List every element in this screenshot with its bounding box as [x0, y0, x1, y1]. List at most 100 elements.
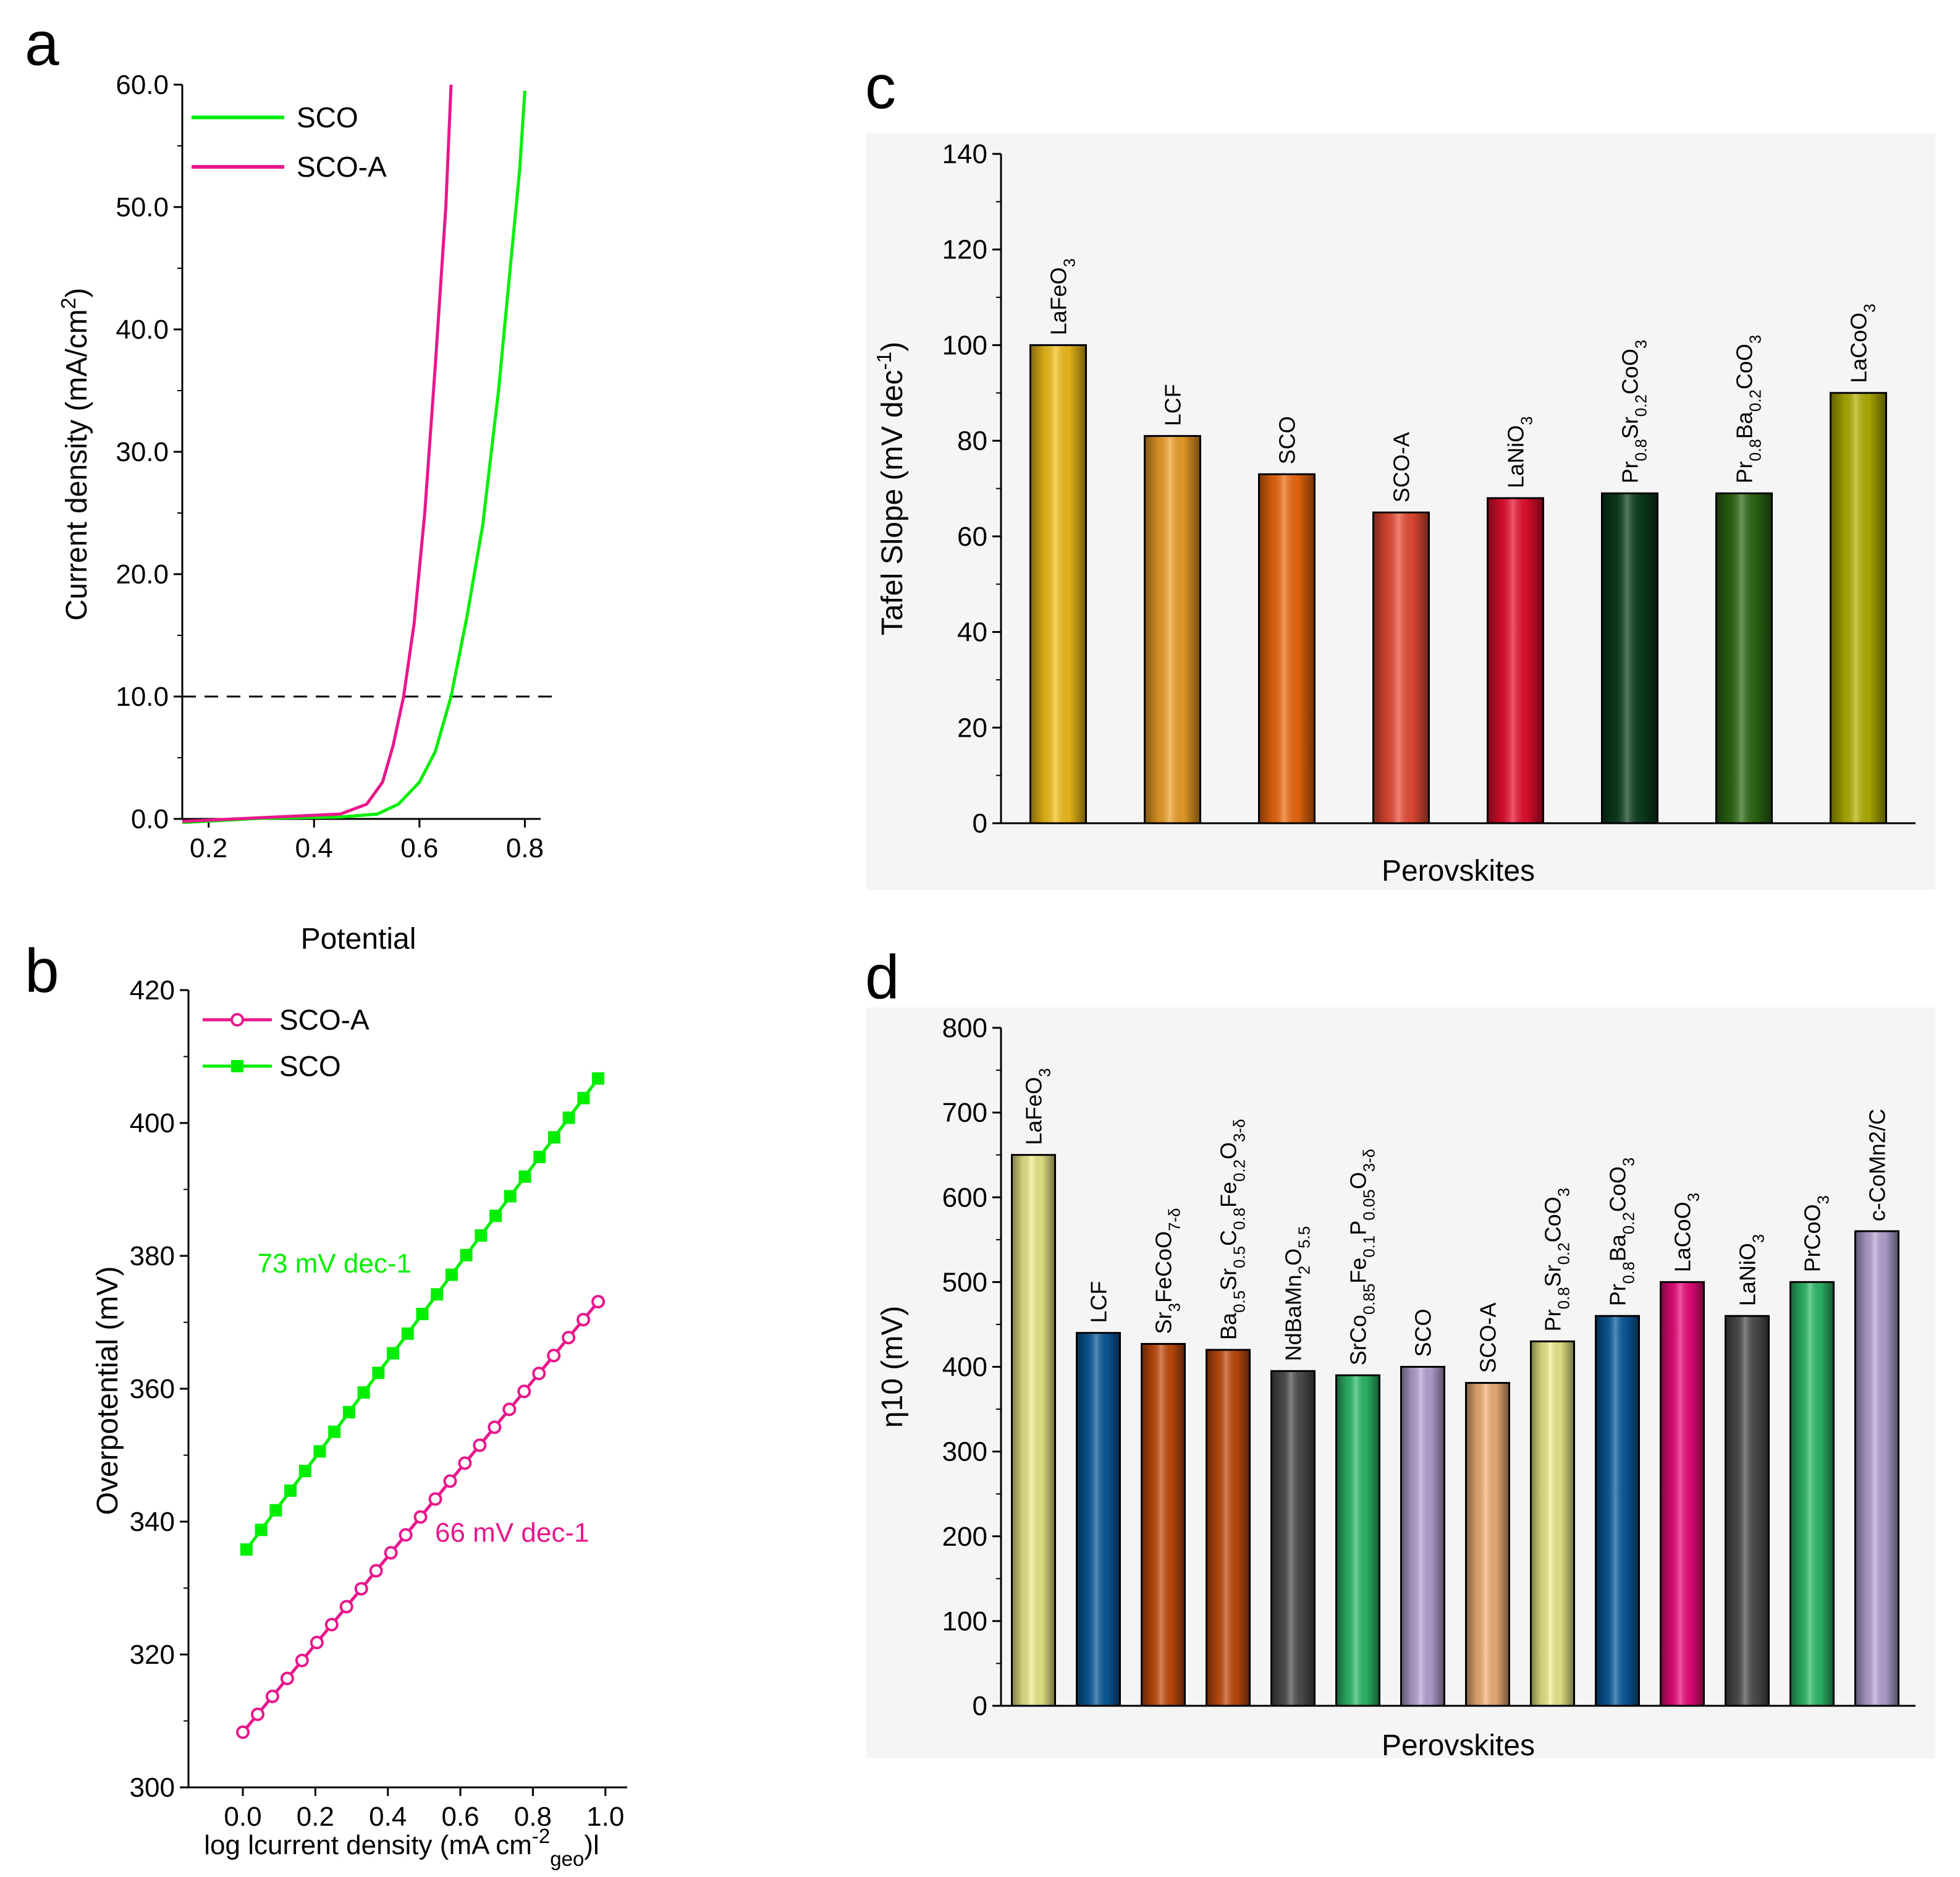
data-point-sco-a: [577, 1313, 591, 1327]
slope-annotation: 73 mV dec-1: [257, 1248, 411, 1279]
bar-label-lcf: LCF: [1086, 1281, 1112, 1323]
x-tick-label: 1.0: [586, 1802, 624, 1832]
bar-shade-pr0-8sr0-2coo3: [1532, 1342, 1573, 1705]
data-point-sco-a: [384, 1546, 398, 1560]
y-tick-label: 320: [130, 1640, 175, 1670]
data-point-sco: [342, 1405, 355, 1418]
bar-shade-lanio3: [1726, 1316, 1768, 1705]
bar-shade-ndbamn2o5-5: [1272, 1371, 1314, 1705]
bar-label-ba0-5sr0-5c0-8fe0-2o3-: Ba0.5Sr0.5C0.8Fe0.2O3-δ: [1216, 1119, 1249, 1340]
y-tick-label: 60: [957, 522, 987, 552]
bar-shade-pr0-8ba0-2coo3: [1597, 1316, 1638, 1705]
y-tick-label: 100: [942, 330, 987, 360]
bar-shade-sco-a: [1374, 513, 1428, 823]
y-tick-label: 200: [942, 1522, 987, 1552]
y-tick-label: 40.0: [116, 315, 169, 345]
bar-shade-pr0-8sr0-2coo3: [1603, 494, 1657, 823]
y-tick-label: 10.0: [116, 682, 169, 712]
bar-label-ndbamn2o5-5: NdBaMn2O5.5: [1281, 1226, 1314, 1362]
x-tick-label: 0.8: [514, 1802, 552, 1832]
data-point-sco: [533, 1151, 546, 1164]
data-point-sco: [431, 1288, 444, 1301]
bar-shade-prcoo3: [1791, 1282, 1833, 1705]
bar-shade-lcf: [1078, 1334, 1119, 1705]
bar-shade-lafeo3: [1013, 1156, 1054, 1705]
bar-label-prcoo3: PrCoO3: [1800, 1195, 1833, 1272]
y-axis-title: η10 (mV): [876, 1306, 909, 1428]
x-tick-label: 0.6: [400, 833, 438, 863]
data-point-sco-a: [517, 1384, 531, 1399]
y-tick-label: 20: [957, 713, 987, 743]
legend-label-sco-a: SCO-A: [279, 1004, 370, 1036]
y-tick-label: 50.0: [116, 192, 169, 222]
data-point-sco-a: [369, 1564, 383, 1578]
y-tick-label: 0: [973, 1691, 987, 1721]
data-point-sco: [489, 1210, 502, 1222]
bar-label-lcf: LCF: [1160, 384, 1186, 426]
data-point-sco: [284, 1484, 297, 1497]
data-point-sco: [328, 1425, 341, 1438]
bar-label-lanio3: LaNiO3: [1735, 1234, 1768, 1306]
legend-label-sco: SCO: [297, 101, 358, 133]
bar-shade-c-comn2-c: [1856, 1232, 1898, 1705]
data-point-sco: [460, 1248, 473, 1261]
data-point-sco-a: [295, 1653, 309, 1667]
y-tick-label: 20.0: [116, 559, 169, 590]
bar-shade-sco: [1402, 1368, 1443, 1705]
y-tick-label: 30.0: [116, 437, 169, 467]
legend-label-sco-a: SCO-A: [297, 151, 387, 183]
chart-d-overpotential-bars: 0 100 200 300 400 500 600 700 800 LaFeO3 LCF Sr3FeC…: [876, 1013, 1916, 1762]
series-line-sco-a: [182, 84, 453, 823]
y-tick-label: 600: [942, 1182, 987, 1213]
bar-label-c-comn2-c: c-CoMn2/C: [1865, 1109, 1890, 1221]
data-point-sco: [518, 1170, 531, 1183]
data-point-sco-a: [250, 1707, 264, 1721]
data-point-sco-a: [413, 1510, 428, 1524]
bar-shade-sco-a: [1467, 1384, 1508, 1705]
y-axis-title: Overpotential (mV): [91, 1266, 124, 1515]
x-tick-label: 0.2: [297, 1802, 334, 1832]
y-tick-label: 120: [942, 235, 987, 265]
data-point-sco: [387, 1347, 400, 1360]
x-tick-label: 0.2: [190, 833, 227, 863]
legend-label-sco: SCO: [279, 1050, 341, 1082]
y-tick-label: 80: [957, 426, 987, 456]
legend-marker-sco: [231, 1060, 243, 1072]
y-tick-label: 300: [130, 1773, 175, 1803]
x-tick-label: 0.4: [295, 833, 333, 863]
bar-shade-sco: [1260, 475, 1314, 823]
y-tick-label: 380: [130, 1241, 175, 1271]
bar-label-lacoo3: LaCoO3: [1670, 1193, 1703, 1273]
legend-marker-sco-a: [230, 1013, 244, 1027]
bar-label-sco-a: SCO-A: [1389, 432, 1414, 502]
data-point-sco: [313, 1445, 326, 1458]
bar-shade-pr0-8ba0-2coo3: [1717, 494, 1771, 823]
y-tick-label: 400: [130, 1108, 175, 1138]
bar-label-pr0-8ba0-2coo3: Pr0.8Ba0.2CoO3: [1732, 335, 1765, 484]
bar-label-sco: SCO: [1411, 1308, 1436, 1357]
x-axis-title: log lcurrent density (mA cm-2geo)l: [204, 1824, 599, 1870]
y-tick-label: 0: [973, 808, 987, 839]
y-tick-label: 360: [130, 1374, 175, 1404]
y-tick-label: 140: [942, 139, 987, 169]
data-point-sco: [475, 1229, 488, 1242]
data-point-sco: [416, 1308, 429, 1321]
bar-label-pr0-8sr0-2coo3: Pr0.8Sr0.2CoO3: [1618, 340, 1650, 483]
slope-annotation: 66 mV dec-1: [435, 1517, 589, 1548]
chart-b-tafel-plot: 300 320 340 360 380 400 420 0.0 0.2 0.4 0.6 0.8 1.0 S…: [91, 975, 627, 1870]
bar-label-pr0-8ba0-2coo3: Pr0.8Ba0.2CoO3: [1605, 1158, 1638, 1307]
data-point-sco: [357, 1386, 370, 1399]
data-point-sco-a: [339, 1599, 353, 1614]
y-tick-label: 40: [957, 617, 987, 648]
x-tick-label: 0.4: [369, 1802, 407, 1832]
bar-shade-lacoo3: [1831, 394, 1885, 823]
bar-shade-lcf: [1146, 436, 1199, 823]
bar-label-lafeo3: LaFeO3: [1046, 258, 1079, 335]
data-point-sco-a: [354, 1582, 368, 1596]
y-tick-label: 60.0: [116, 70, 169, 100]
y-tick-label: 340: [130, 1507, 175, 1537]
bar-shade-lafeo3: [1031, 345, 1085, 823]
data-point-sco: [577, 1091, 590, 1104]
data-point-sco-a: [547, 1349, 561, 1363]
